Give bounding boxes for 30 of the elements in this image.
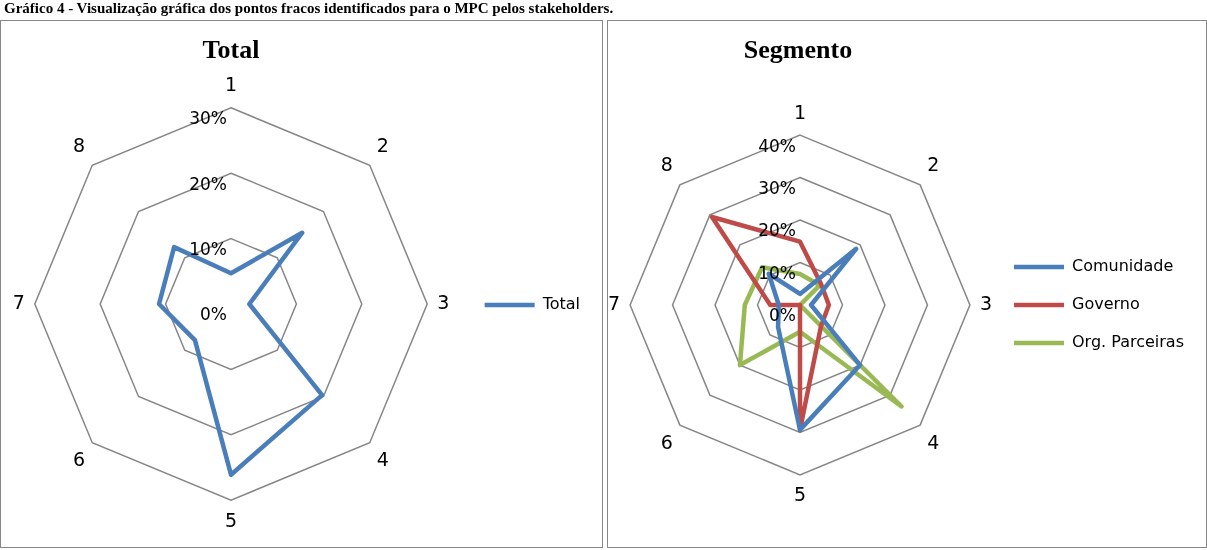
y-tick-label: 40% — [758, 135, 796, 156]
legend-label: Org. Parceiras — [1072, 332, 1184, 352]
spoke-label: 2 — [376, 133, 389, 156]
y-tick-label: 30% — [758, 177, 796, 198]
spoke-label: 2 — [927, 153, 940, 176]
y-tick-label: 20% — [189, 173, 227, 194]
spoke-label: 6 — [73, 448, 86, 471]
spoke-label: 6 — [660, 430, 673, 453]
text: Gráfico 4 - Visualização gráfica dos pontos fracos identificados para o MPC pelos stakeholders. — [4, 0, 615, 17]
spoke-label: 3 — [979, 291, 993, 314]
spoke-label: 4 — [376, 448, 389, 471]
spoke-label: 5 — [793, 483, 807, 506]
chart-title: Total — [201, 35, 261, 65]
legend-label: Comunidade — [1072, 256, 1174, 276]
y-tick-label: 10% — [189, 239, 227, 260]
y-tick-label: 10% — [758, 262, 796, 283]
spoke-label: 8 — [660, 153, 673, 176]
chart-title: Segmento — [742, 35, 854, 65]
y-tick-label: 0% — [200, 304, 227, 325]
spoke-label: 7 — [607, 291, 621, 314]
spoke-label: 5 — [224, 508, 238, 531]
spoke-label: 4 — [927, 430, 940, 453]
spoke-label: 8 — [73, 133, 86, 156]
spoke-label: 1 — [793, 100, 807, 123]
spoke-label: 3 — [437, 290, 450, 313]
legend-label: Governo — [1072, 294, 1140, 314]
y-tick-label: 30% — [189, 108, 227, 129]
spoke-label: 1 — [224, 73, 238, 96]
spoke-label: 7 — [12, 290, 25, 313]
legend-label: Total — [541, 294, 581, 314]
